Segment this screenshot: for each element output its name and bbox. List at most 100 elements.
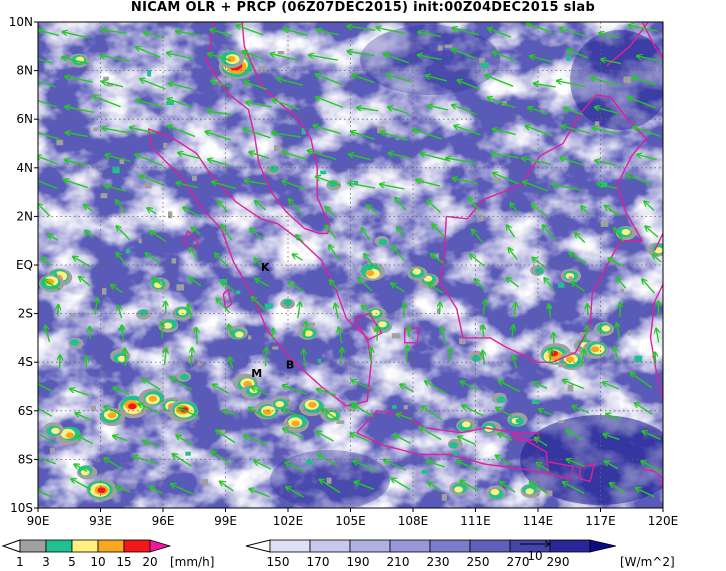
precip-pixel [494, 177, 500, 184]
precip-cb-unit: [mm/h] [170, 555, 214, 569]
wind-vector [603, 382, 620, 390]
precip-cb-swatch [19, 539, 47, 553]
wind-vector [325, 207, 335, 217]
wind-vector [394, 435, 411, 444]
precip-pixel [558, 283, 565, 288]
precip-cell [654, 247, 663, 254]
wind-vector [485, 75, 514, 87]
wind-vector [223, 411, 237, 416]
wind-vector [397, 227, 405, 238]
wind-vector [244, 436, 268, 446]
precip-cell [378, 321, 387, 328]
ref-vector-head [544, 540, 551, 548]
wind-vector [102, 128, 130, 134]
wind-vector [136, 47, 161, 59]
olr-low-patch-ne [570, 30, 663, 130]
wind-vector [38, 204, 51, 217]
olr-cb-swatch [469, 539, 511, 553]
wind-vector [215, 253, 229, 268]
wind-vector [348, 51, 375, 57]
wind-vector [293, 254, 303, 261]
wind-vector [335, 304, 338, 319]
wind-vector [421, 154, 449, 162]
precip-cell [291, 420, 300, 427]
wind-vector [449, 348, 451, 362]
wind-vector [446, 158, 476, 164]
precip-pixel [49, 448, 55, 454]
precip-cb-label: 3 [42, 555, 50, 569]
wind-vector [102, 30, 127, 35]
precip-pixel [307, 322, 315, 327]
wind-vector [614, 228, 624, 243]
wind-vector [113, 436, 128, 442]
wind-vector [179, 408, 199, 418]
wind-vector [422, 406, 443, 421]
wind-vector [440, 302, 441, 315]
lat-tick-label: 8S [18, 452, 33, 466]
precip-cb-label: 15 [116, 555, 131, 569]
wind-vector [591, 78, 620, 86]
wind-vector [563, 380, 585, 390]
wind-vector [653, 255, 662, 263]
wind-vector [212, 182, 237, 190]
precip-pixel [76, 345, 82, 349]
olr-low-patch-n [360, 25, 500, 95]
precip-pixel [459, 338, 466, 345]
wind-vector [190, 248, 199, 260]
wind-vector [532, 205, 548, 217]
precip-pixel [171, 258, 177, 264]
wind-vector [48, 235, 59, 241]
precip-pixel [272, 346, 279, 350]
precip-pixel [277, 51, 284, 55]
wind-vector [483, 325, 484, 338]
wind-vector [349, 183, 376, 189]
precip-pixel [479, 57, 485, 64]
wind-vector [400, 384, 414, 393]
precip-pixel [54, 272, 58, 278]
precip-cell [525, 488, 534, 495]
wind-vector [318, 455, 338, 466]
wind-vector [140, 176, 166, 187]
wind-vector [208, 159, 230, 167]
precip-pixel [392, 405, 397, 409]
wind-vector [564, 108, 584, 116]
wind-vector [351, 132, 375, 140]
precip-pixel [273, 145, 281, 152]
precip-cell [308, 401, 317, 408]
precip-cell [128, 403, 137, 410]
wind-vector [352, 75, 375, 84]
wind-vector [535, 438, 548, 447]
precip-pixel [235, 290, 241, 295]
precip-pixel [326, 477, 332, 484]
wind-vector [143, 441, 160, 448]
precip-cb-swatch [97, 539, 125, 553]
wind-vector [362, 228, 371, 241]
wind-vector [492, 154, 519, 159]
wind-vector [282, 181, 307, 190]
precip-pixel [609, 207, 616, 212]
lat-tick-label: 10S [10, 501, 33, 515]
wind-vector [168, 126, 196, 138]
wind-vector [266, 348, 267, 367]
ref-vector-label: 10 [527, 549, 542, 563]
wind-vector [325, 226, 337, 239]
wind-vector [643, 431, 661, 440]
wind-vector [42, 258, 52, 266]
precip-pixel [185, 451, 191, 456]
wind-vector [458, 80, 480, 90]
precip-pixel [600, 220, 609, 227]
precip-cell [263, 409, 272, 416]
precip-pixel [197, 362, 202, 366]
precip-pixel [354, 180, 359, 186]
precip-pixel [218, 429, 226, 434]
precip-pixel [91, 405, 96, 411]
wind-vector [475, 279, 485, 291]
wind-vector [452, 105, 478, 116]
wind-vector [606, 414, 622, 422]
wind-vector [428, 106, 449, 111]
wind-vector [64, 180, 89, 189]
precip-cell [235, 331, 244, 338]
olr-cb-label: 290 [547, 555, 570, 569]
precip-pixel [566, 55, 571, 61]
wind-vector [498, 433, 513, 441]
